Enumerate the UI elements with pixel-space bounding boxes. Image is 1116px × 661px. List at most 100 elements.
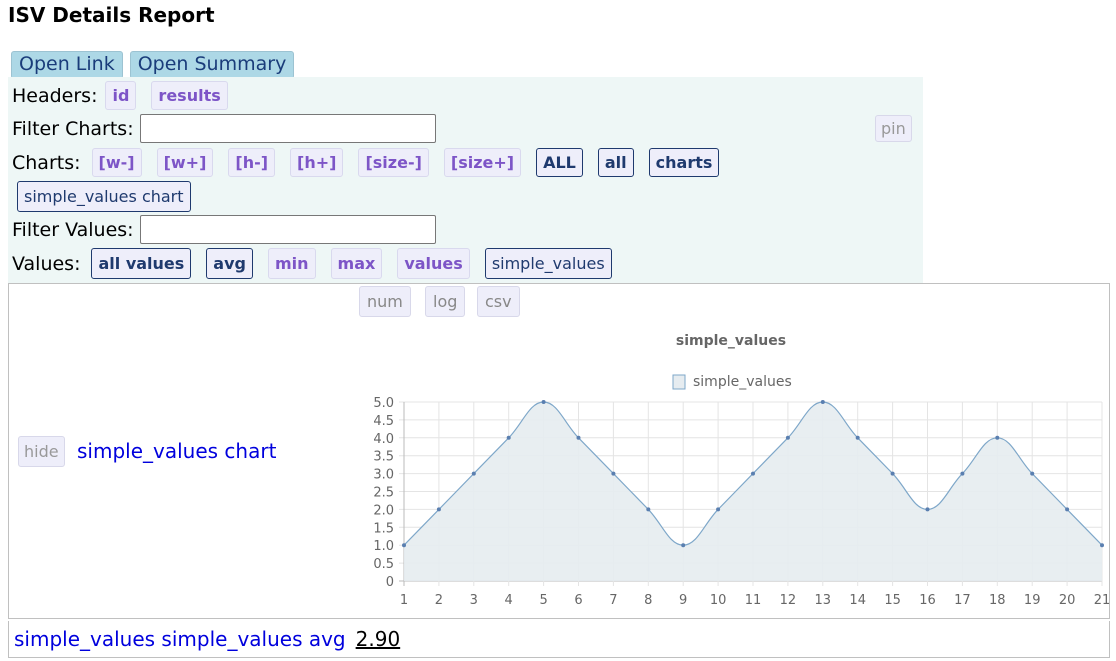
header-id-button[interactable]: id — [105, 81, 137, 110]
chart-width-decrease-button[interactable]: [w-] — [91, 148, 142, 177]
x-tick-label: 11 — [745, 593, 762, 608]
chart-title: simple_values — [676, 333, 786, 349]
x-tick-label: 13 — [815, 593, 832, 608]
data-point[interactable] — [995, 435, 1000, 440]
filter-charts-row: Filter Charts: — [12, 114, 436, 143]
x-tick-label: 4 — [505, 593, 513, 608]
x-tick-label: 3 — [470, 593, 478, 608]
filter-values-row: Filter Values: — [12, 215, 436, 244]
avg-button[interactable]: avg — [206, 248, 253, 279]
chart-selector-row: simple_values chart — [17, 181, 206, 212]
data-point[interactable] — [716, 507, 721, 512]
values-button[interactable]: values — [397, 248, 470, 279]
x-tick-label: 15 — [884, 593, 901, 608]
legend-swatch — [672, 374, 686, 390]
data-point[interactable] — [506, 435, 511, 440]
data-point[interactable] — [751, 471, 755, 476]
all-values-button[interactable]: all values — [91, 248, 192, 279]
x-tick-label: 2 — [435, 593, 443, 608]
y-tick-label: 0.5 — [373, 557, 394, 572]
x-tick-label: 8 — [644, 593, 652, 608]
csv-button[interactable]: csv — [477, 286, 520, 317]
hide-button[interactable]: hide — [18, 436, 65, 467]
data-point[interactable] — [611, 471, 616, 476]
chart-size-decrease-button[interactable]: [size-] — [358, 148, 429, 177]
top-links: Open Link Open Summary — [11, 51, 295, 79]
values-label: Values: — [12, 252, 81, 275]
data-point[interactable] — [541, 400, 546, 404]
x-tick-label: 20 — [1059, 593, 1076, 608]
legend-label: simple_values — [693, 374, 792, 390]
data-point[interactable] — [960, 471, 965, 476]
data-point[interactable] — [1100, 543, 1104, 548]
pin-button[interactable]: pin — [875, 115, 912, 142]
chart-height-increase-button[interactable]: [h+] — [290, 148, 344, 177]
y-tick-label: 5.0 — [373, 396, 394, 411]
x-tick-label: 10 — [710, 593, 727, 608]
x-tick-label: 17 — [954, 593, 971, 608]
y-tick-label: 1.0 — [373, 539, 394, 554]
num-button[interactable]: num — [359, 286, 411, 317]
data-point[interactable] — [402, 543, 406, 548]
filter-charts-label: Filter Charts: — [12, 117, 134, 140]
header-results-button[interactable]: results — [151, 81, 228, 110]
x-tick-label: 5 — [539, 593, 547, 608]
data-point[interactable] — [820, 400, 825, 404]
charts-ALL-button[interactable]: ALL — [536, 148, 583, 177]
x-tick-label: 9 — [679, 593, 687, 608]
data-point[interactable] — [1030, 471, 1035, 476]
charts-charts-button[interactable]: charts — [648, 148, 720, 177]
chart-container: num log csv hide simple_values chart sim… — [8, 283, 1110, 619]
max-button[interactable]: max — [330, 248, 383, 279]
data-point[interactable] — [925, 507, 930, 512]
filter-values-input[interactable] — [139, 215, 436, 244]
data-point[interactable] — [890, 471, 895, 476]
values-row: Values: all values avg min max values si… — [12, 248, 627, 279]
x-tick-label: 21 — [1094, 593, 1111, 608]
simple-values-button[interactable]: simple_values — [484, 248, 612, 279]
data-point[interactable] — [471, 471, 476, 476]
headers-label: Headers: — [12, 84, 98, 107]
x-tick-label: 19 — [1024, 593, 1041, 608]
footer-summary: simple_values simple_values avg 2.90 — [8, 621, 1110, 658]
x-tick-label: 14 — [849, 593, 866, 608]
y-tick-label: 3.0 — [373, 468, 394, 483]
y-tick-label: 4.0 — [373, 432, 394, 447]
log-button[interactable]: log — [425, 286, 466, 317]
footer-avg-value[interactable]: 2.90 — [355, 627, 401, 651]
data-point[interactable] — [1065, 507, 1070, 512]
y-tick-label: 2.5 — [373, 486, 394, 501]
chart-panel-title: simple_values chart — [77, 439, 277, 463]
data-point[interactable] — [681, 543, 686, 548]
simple-values-chart-button[interactable]: simple_values chart — [17, 181, 191, 212]
x-tick-label: 12 — [780, 593, 797, 608]
data-point[interactable] — [855, 435, 860, 440]
min-button[interactable]: min — [267, 248, 316, 279]
chart-width-increase-button[interactable]: [w+] — [156, 148, 214, 177]
filter-charts-input[interactable] — [139, 114, 436, 143]
y-tick-label: 2.0 — [373, 503, 394, 518]
y-tick-label: 4.5 — [373, 414, 394, 429]
y-tick-label: 3.5 — [373, 450, 394, 465]
charts-label: Charts: — [12, 151, 81, 174]
headers-row: Headers: id results — [12, 81, 243, 110]
x-tick-label: 16 — [919, 593, 936, 608]
data-point[interactable] — [646, 507, 651, 512]
data-point[interactable] — [436, 507, 441, 512]
open-summary-button[interactable]: Open Summary — [129, 51, 295, 79]
x-tick-label: 6 — [574, 593, 582, 608]
y-tick-label: 1.5 — [373, 521, 394, 536]
x-tick-label: 18 — [989, 593, 1006, 608]
chart-size-increase-button[interactable]: [size+] — [443, 148, 522, 177]
page-title: ISV Details Report — [8, 3, 215, 27]
charts-all-button[interactable]: all — [597, 148, 634, 177]
controls-panel: Headers: id results Filter Charts: pin C… — [8, 77, 923, 283]
data-point[interactable] — [785, 435, 790, 440]
chart-height-decrease-button[interactable]: [h-] — [228, 148, 276, 177]
filter-values-label: Filter Values: — [12, 218, 134, 241]
charts-row: Charts: [w-] [w+] [h-] [h+] [size-] [siz… — [12, 148, 734, 177]
data-point[interactable] — [576, 435, 581, 440]
footer-summary-label: simple_values simple_values avg — [14, 627, 346, 651]
open-link-button[interactable]: Open Link — [11, 51, 123, 79]
series-area — [404, 402, 1102, 581]
